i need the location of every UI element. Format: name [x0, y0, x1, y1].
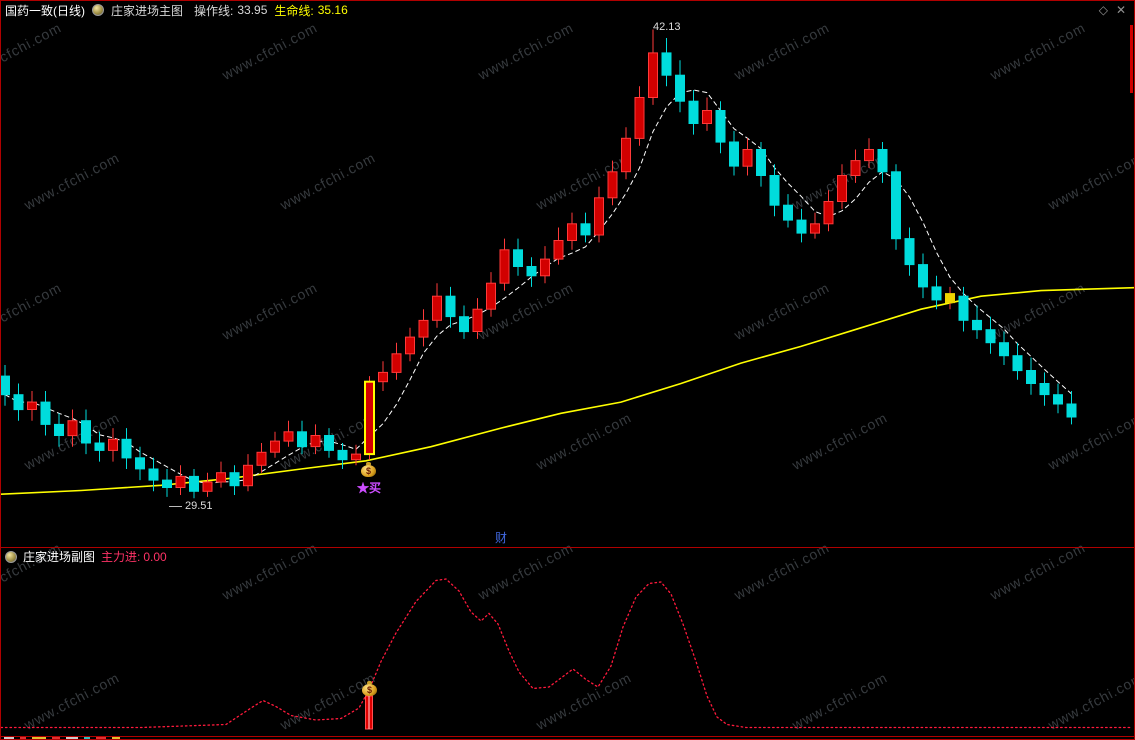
clipped-glyph [112, 737, 120, 739]
low-price-label: 29.51 [185, 500, 213, 512]
indicator-icon[interactable] [92, 4, 104, 16]
life-line-label: 生命线: [274, 3, 314, 18]
money-bag-body [361, 465, 376, 477]
clipped-glyph [66, 737, 78, 739]
sub-money-bag-icon: $ [362, 681, 377, 696]
clipped-glyph [4, 737, 14, 739]
sub-chart-header: 庄家进场副图 主力进: 0.00 [1, 549, 1134, 564]
bottom-divider [1, 736, 1134, 737]
sub-chart[interactable] [1, 547, 1135, 740]
stock-title: 国药一致(日线) [5, 3, 85, 18]
low-price-leader [169, 506, 182, 507]
main-chart[interactable] [1, 1, 1135, 547]
clipped-next-panel-strip [4, 737, 120, 739]
main-force-value: 0.00 [143, 549, 167, 564]
op-line-label: 操作线: [194, 3, 234, 18]
main-indicator-name: 庄家进场主图 [111, 3, 184, 18]
main-force-label: 主力进: [101, 550, 141, 564]
buy-signal-label: ★买 [357, 481, 382, 495]
money-bag-dollar: $ [366, 685, 372, 695]
clipped-glyph [84, 737, 90, 739]
close-icon[interactable]: ✕ [1115, 3, 1126, 17]
panel-divider[interactable] [1, 547, 1134, 548]
peak-price-label: 42.13 [653, 21, 681, 33]
money-bag-tie [367, 681, 372, 685]
diamond-icon[interactable]: ◇ [1098, 3, 1108, 17]
op-line-value: 33.95 [237, 3, 268, 17]
money-bag-dollar: $ [365, 466, 371, 476]
clipped-glyph [96, 737, 106, 739]
clipped-glyph [52, 737, 60, 739]
scrollbar-thumb[interactable] [1130, 25, 1133, 93]
life-line-value: 35.16 [317, 3, 348, 17]
clipped-glyph [32, 737, 46, 739]
main-chart-header: 国药一致(日线) 庄家进场主图 操作线: 33.95 生命线: 35.16 [1, 1, 1134, 19]
sub-indicator-name: 庄家进场副图 [23, 550, 96, 564]
clipped-glyph [20, 737, 26, 739]
sub-indicator-icon[interactable] [5, 550, 17, 563]
money-bag-icon: $ [361, 462, 376, 477]
wealth-label: 财 [495, 531, 508, 545]
money-bag-body [362, 684, 377, 696]
money-bag-tie [366, 462, 371, 466]
